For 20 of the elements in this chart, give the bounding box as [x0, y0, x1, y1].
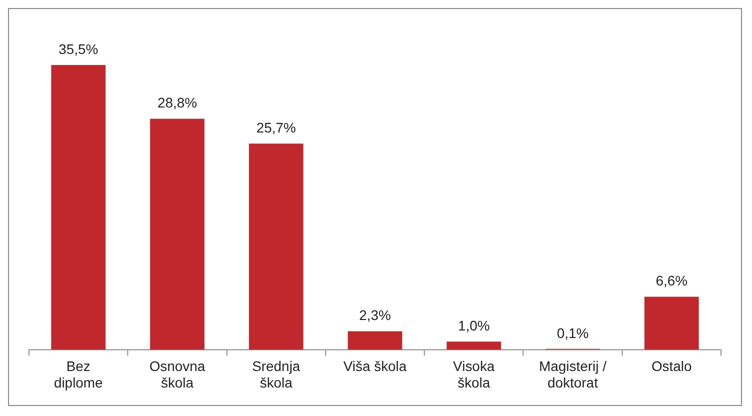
- bar: [51, 64, 106, 350]
- x-tick-label: Srednja škola: [252, 358, 300, 391]
- data-label: 25,7%: [256, 120, 296, 136]
- bar: [446, 342, 502, 350]
- data-label: 0,1%: [556, 324, 589, 341]
- bar: [348, 331, 402, 350]
- data-label: 6,6%: [656, 272, 688, 289]
- x-tick-label: Ostalo: [651, 358, 692, 374]
- x-tick-label: Magisterij / doktorat: [539, 358, 607, 391]
- bar: [644, 296, 699, 350]
- data-label: 1,0%: [458, 318, 490, 334]
- x-tick-label: Bez diplome: [54, 358, 104, 391]
- data-label: 2,3%: [359, 307, 391, 324]
- data-label: 28,8%: [157, 94, 198, 111]
- bar: [150, 118, 204, 350]
- x-tick-label: Viša škola: [343, 358, 407, 374]
- data-label: 35,5%: [58, 40, 98, 57]
- x-tick-label: Visoka škola: [453, 358, 495, 391]
- bar: [248, 144, 304, 350]
- x-tick-label: Osnovna škola: [149, 358, 206, 391]
